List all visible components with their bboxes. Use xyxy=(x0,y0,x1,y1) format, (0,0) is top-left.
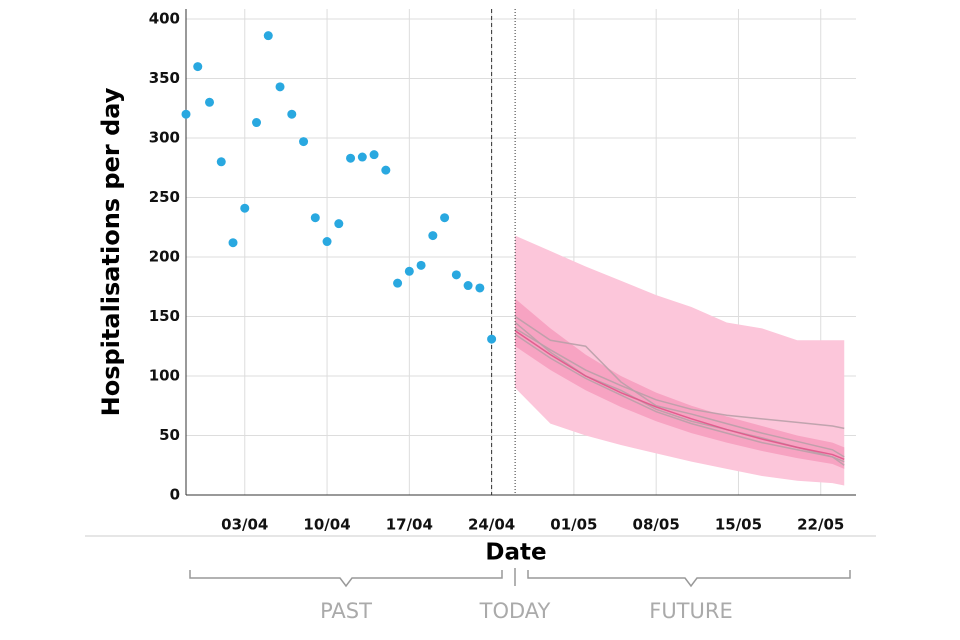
y-tick-label: 400 xyxy=(149,10,180,28)
y-tick-label: 0 xyxy=(170,486,180,504)
data-point xyxy=(346,153,356,163)
data-point xyxy=(275,82,285,92)
data-point xyxy=(381,165,391,175)
y-tick-label: 350 xyxy=(149,69,180,87)
data-point xyxy=(393,278,403,288)
data-point xyxy=(369,150,379,160)
data-point xyxy=(193,62,203,72)
phase-label: PAST xyxy=(320,599,372,623)
y-tick-label: 250 xyxy=(149,188,180,206)
data-point xyxy=(357,152,367,162)
data-point xyxy=(463,281,473,291)
forecast-line xyxy=(514,330,845,460)
y-tick-label: 100 xyxy=(149,367,180,385)
y-tick-label: 50 xyxy=(159,426,180,444)
future-brace xyxy=(527,570,851,588)
data-point xyxy=(334,219,344,229)
data-point xyxy=(205,97,215,107)
forecast-line xyxy=(514,315,845,458)
x-tick-label: 10/04 xyxy=(303,516,350,534)
y-tick-label: 200 xyxy=(149,248,180,266)
x-tick-label: 15/05 xyxy=(715,516,762,534)
data-point xyxy=(487,334,497,344)
y-tick-label: 300 xyxy=(149,129,180,147)
data-point xyxy=(240,203,250,213)
x-tick-label: 08/05 xyxy=(633,516,680,534)
data-point xyxy=(263,31,273,41)
x-tick-label: 24/04 xyxy=(468,516,515,534)
data-point xyxy=(428,231,438,241)
plot-area: 0 50 100 150 200 250 300 350 400 03/04 10/04 17/04 2… xyxy=(149,9,856,534)
phase-label: FUTURE xyxy=(649,599,733,623)
y-tick-label: 150 xyxy=(149,307,180,325)
data-point xyxy=(451,270,461,280)
data-point xyxy=(404,266,414,276)
data-point xyxy=(287,109,297,119)
data-point xyxy=(475,283,485,293)
data-point xyxy=(228,238,238,248)
past-brace xyxy=(189,570,503,588)
forecast-band xyxy=(515,235,845,486)
x-tick-label: 17/04 xyxy=(386,516,433,534)
x-axis-label: Date xyxy=(485,540,546,566)
forecast-line xyxy=(514,333,845,463)
data-point xyxy=(216,157,226,167)
forecast-line xyxy=(514,327,845,430)
data-point xyxy=(310,213,320,223)
x-tick-label: 03/04 xyxy=(221,516,268,534)
y-axis-label: Hospitalisations per day xyxy=(97,87,125,416)
data-point xyxy=(416,260,426,270)
data-point xyxy=(322,237,332,247)
data-point xyxy=(440,213,450,223)
forecast-band xyxy=(515,298,845,469)
phase-label: TODAY xyxy=(479,599,551,623)
data-point xyxy=(252,118,262,128)
data-point xyxy=(181,109,191,119)
x-tick-label: 01/05 xyxy=(550,516,597,534)
x-tick-label: 22/05 xyxy=(797,516,844,534)
data-point xyxy=(299,137,309,147)
